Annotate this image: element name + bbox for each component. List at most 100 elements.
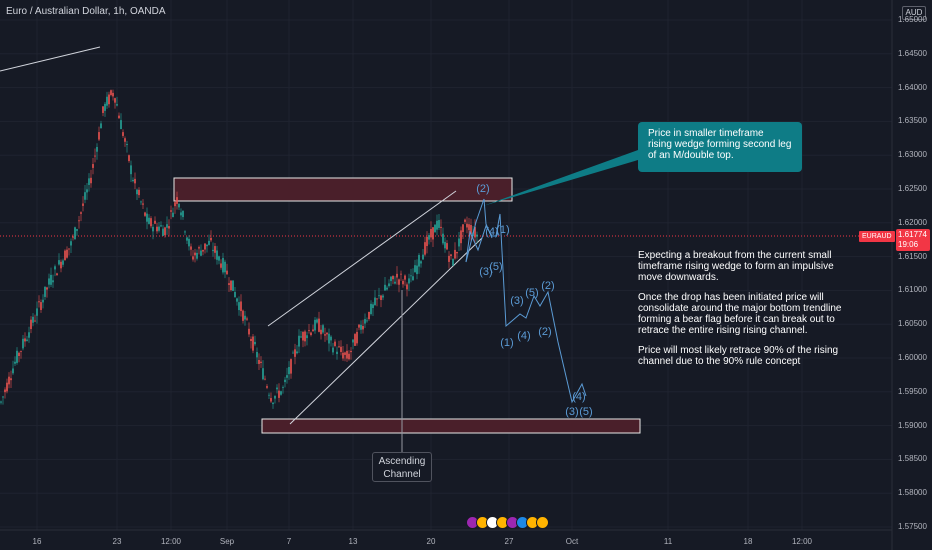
time-tick-label: 12:00 — [160, 537, 182, 546]
wave-label: (3) — [565, 406, 579, 418]
candle-body — [48, 278, 50, 285]
candle-body — [326, 332, 328, 335]
candle-body — [32, 316, 34, 323]
channel-label-line: Ascending — [378, 456, 426, 467]
wave-label: (5) — [525, 287, 539, 299]
economic-events-row[interactable] — [466, 514, 549, 530]
price-tick-label: 1.65000 — [898, 15, 927, 24]
wave-label: (2) — [538, 326, 552, 338]
candle-body — [272, 402, 274, 405]
candle-body — [80, 212, 82, 214]
candle-body — [10, 378, 12, 381]
candle-body — [218, 256, 220, 261]
price-tick-label: 1.59500 — [898, 386, 927, 396]
candle-body — [460, 230, 462, 244]
candle-body — [208, 240, 210, 245]
candle-body — [440, 226, 442, 228]
candle-body — [116, 104, 118, 106]
candle-body — [430, 229, 432, 238]
candle-body — [146, 213, 148, 222]
candle-body — [308, 330, 310, 331]
candle-body — [396, 273, 398, 278]
candle-body — [290, 359, 292, 374]
candle-body — [142, 203, 144, 205]
analysis-text[interactable]: Expecting a breakout from the current sm… — [638, 250, 888, 376]
time-tick-label: 23 — [112, 537, 122, 546]
candle-body — [408, 278, 410, 284]
candle-body — [156, 226, 158, 232]
candle-body — [432, 227, 434, 240]
candle-body — [262, 368, 264, 380]
candle-body — [206, 244, 208, 247]
callout-note[interactable]: Price in smaller timeframe rising wedge … — [638, 122, 802, 172]
candle-body — [132, 179, 134, 182]
candle-body — [342, 352, 344, 359]
candle-body — [144, 212, 146, 216]
candle-body — [444, 241, 446, 249]
analysis-line: Expecting a breakout from the current sm… — [638, 250, 832, 261]
candle-body — [474, 226, 476, 238]
candle-body — [250, 338, 252, 342]
candle-body — [120, 120, 122, 130]
candle-body — [168, 226, 170, 229]
candle-body — [462, 224, 464, 233]
candle-body — [74, 227, 76, 240]
trendline — [0, 46, 101, 72]
symbol-title[interactable]: Euro / Australian Dollar, 1h, OANDA — [6, 6, 166, 17]
candle-body — [424, 242, 426, 255]
candle-body — [234, 291, 236, 297]
price-tick-label: 1.61500 — [898, 251, 927, 261]
candle-body — [56, 273, 58, 276]
candle-body — [258, 359, 260, 364]
candle-body — [358, 324, 360, 328]
time-tick-label: 7 — [286, 537, 292, 546]
candle-body — [452, 259, 454, 266]
candle-body — [130, 165, 132, 175]
candle-body — [318, 318, 320, 332]
candle-body — [458, 238, 460, 247]
candle-body — [66, 249, 68, 258]
candle-body — [390, 276, 392, 282]
ascending-channel-label[interactable]: Ascending Channel — [372, 452, 432, 482]
candle-body — [34, 320, 36, 322]
candle-body — [266, 386, 268, 388]
candle-body — [416, 265, 418, 275]
candle-body — [322, 325, 324, 333]
analysis-line: Price will most likely retrace 90% of th… — [638, 345, 839, 356]
candle-body — [54, 266, 56, 270]
currency-badge[interactable]: AUD — [902, 6, 926, 20]
candle-body — [394, 281, 396, 284]
resistance-zone — [173, 177, 513, 202]
candle-body — [162, 228, 164, 236]
candle-body — [360, 324, 362, 330]
candle-body — [138, 189, 140, 196]
candle-body — [76, 229, 78, 231]
time-tick-label: 12:00 — [791, 537, 813, 546]
candle-body — [226, 270, 228, 275]
event-icon[interactable] — [536, 516, 549, 530]
candle-body — [114, 98, 116, 103]
analysis-line: consolidate around the major bottom tren… — [638, 303, 842, 314]
analysis-line: move downwards. — [638, 272, 719, 283]
candle-body — [274, 395, 276, 399]
candle-body — [356, 331, 358, 344]
candle-body — [196, 252, 198, 259]
wave-label: (4) — [517, 330, 531, 342]
candle-body — [84, 192, 86, 200]
candle-body — [224, 261, 226, 273]
candle-body — [238, 302, 240, 311]
candle-body — [170, 210, 172, 212]
wave-label: (4) — [485, 226, 499, 238]
candle-body — [370, 303, 372, 315]
candle-body — [22, 338, 24, 349]
candle-body — [172, 212, 174, 217]
price-tick-label: 1.60500 — [898, 319, 927, 329]
candle-body — [68, 248, 70, 250]
candle-body — [52, 280, 54, 283]
candle-body — [106, 96, 108, 106]
candle-body — [0, 401, 2, 403]
candle-body — [96, 147, 98, 152]
candle-body — [364, 319, 366, 324]
